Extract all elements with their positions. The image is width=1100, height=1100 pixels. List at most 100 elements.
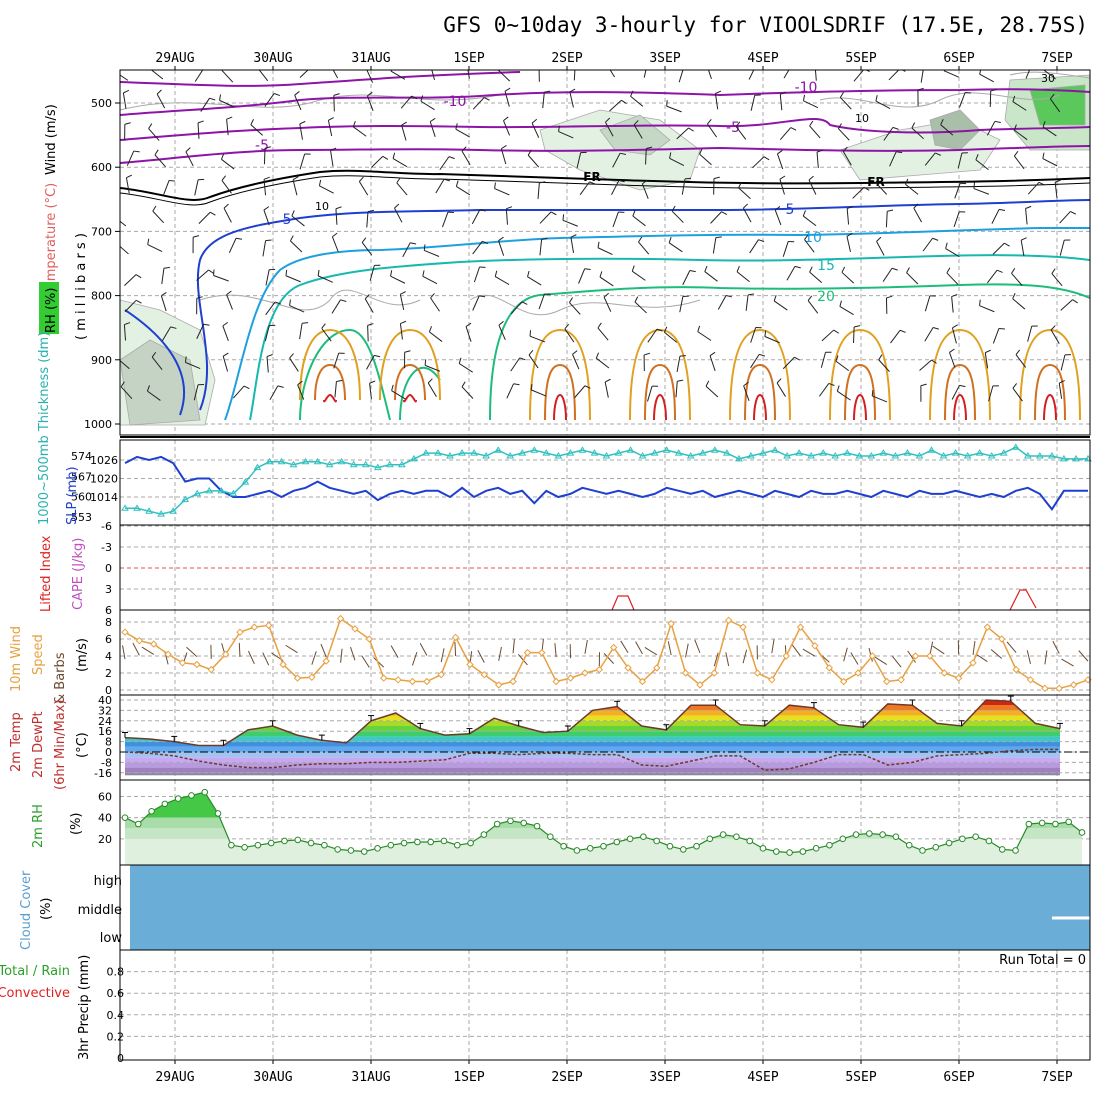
wind-barb-flag bbox=[1004, 242, 1010, 247]
panel-frame bbox=[119, 609, 1091, 696]
wind-barb-flag bbox=[455, 123, 458, 130]
wind-speed-point bbox=[782, 652, 790, 660]
wind-barb-flag bbox=[835, 355, 839, 362]
wind-barb bbox=[422, 275, 438, 285]
temp-contour-minus10 bbox=[120, 88, 1090, 116]
temp-tick-label: 32 bbox=[98, 704, 112, 717]
wind-barb-flag bbox=[1049, 93, 1055, 100]
temp-contour-5 bbox=[196, 199, 1090, 411]
wind-barb-flag bbox=[529, 330, 532, 337]
wind-barb bbox=[620, 640, 629, 653]
rh-point bbox=[533, 822, 541, 830]
wind-barb bbox=[742, 207, 752, 223]
wind-barb-flag bbox=[277, 385, 284, 388]
wind-barb bbox=[959, 92, 966, 108]
wind-barb-flag bbox=[494, 270, 498, 277]
rh-point bbox=[267, 839, 275, 847]
temp-band bbox=[125, 736, 1060, 742]
wind-barb bbox=[461, 386, 474, 399]
wind-barb bbox=[364, 298, 374, 313]
wind-barb bbox=[1012, 101, 1027, 111]
wind-barb-flag bbox=[209, 97, 216, 101]
wind-barb bbox=[742, 649, 748, 664]
rh-point bbox=[241, 843, 248, 851]
wind-barb-flag bbox=[946, 267, 951, 274]
wind-barb bbox=[664, 331, 678, 343]
wind-barb bbox=[802, 215, 817, 227]
wind-speed-point bbox=[1055, 684, 1063, 693]
wind-barb-flag bbox=[836, 385, 840, 392]
wind-barb bbox=[465, 326, 472, 342]
rh-band bbox=[125, 828, 1082, 839]
temp-band bbox=[125, 767, 1060, 773]
wind-barb bbox=[972, 640, 976, 655]
bottom-date-label: 4SEP bbox=[747, 1070, 778, 1085]
thickness-point bbox=[747, 452, 755, 459]
wind-barb bbox=[704, 271, 718, 282]
wind-barb-flag bbox=[990, 89, 997, 92]
wind-barb-flag bbox=[935, 152, 941, 156]
thickness-point bbox=[915, 452, 924, 459]
temp-contour-15 bbox=[249, 254, 1090, 421]
wind-barb-flag bbox=[905, 178, 909, 185]
wind-barb-flag bbox=[411, 95, 418, 100]
wind-speed-point bbox=[1026, 676, 1035, 684]
wind-barb-flag bbox=[223, 203, 229, 209]
wind-barb bbox=[125, 177, 130, 194]
wind-barb bbox=[219, 99, 235, 108]
wind-speed-point bbox=[998, 635, 1006, 643]
thickness-point bbox=[710, 446, 719, 453]
wind-barb bbox=[612, 211, 619, 228]
rh-contour-label: 10 bbox=[315, 200, 329, 213]
wind-barb bbox=[222, 325, 229, 342]
rh-point bbox=[1065, 818, 1073, 826]
wind-barb bbox=[676, 356, 681, 372]
pressure-tick-label: 500 bbox=[91, 97, 112, 110]
wind-speed-point bbox=[408, 677, 417, 686]
wind-barb-flag bbox=[666, 100, 668, 107]
temp-band bbox=[125, 720, 1060, 726]
wind-barb bbox=[439, 156, 450, 171]
wind-barb bbox=[681, 178, 686, 195]
p3-li-label: Lifted Index bbox=[39, 535, 54, 612]
thickness-point bbox=[963, 452, 972, 459]
wind-barb bbox=[263, 179, 267, 196]
wind-barb-flag bbox=[572, 350, 578, 355]
wind-barb-flag bbox=[808, 175, 814, 181]
rh-contour bbox=[819, 92, 1061, 108]
wind-barb-flag bbox=[774, 206, 781, 211]
wind-barb bbox=[890, 329, 901, 344]
rh-point bbox=[174, 795, 182, 802]
p4-speed-label: Speed bbox=[31, 634, 46, 675]
thickness-tick-label: 574 bbox=[71, 450, 92, 463]
wind-barb bbox=[643, 70, 647, 78]
wind-barb bbox=[713, 652, 719, 667]
wind-barb bbox=[679, 296, 684, 313]
wind-barb bbox=[771, 639, 775, 654]
rh-contour bbox=[199, 289, 421, 311]
wind-barb bbox=[973, 188, 990, 195]
p4-barbs-label: & Barbs bbox=[53, 652, 68, 704]
wind-barb-flag bbox=[494, 182, 496, 189]
wind-barb-flag bbox=[846, 205, 853, 210]
wind-barb-flag bbox=[391, 384, 394, 391]
thickness-point bbox=[157, 510, 165, 517]
pressure-tick-label: 900 bbox=[91, 354, 112, 367]
thickness-point bbox=[337, 457, 346, 465]
wind-barb bbox=[975, 159, 989, 171]
wind-barb-flag bbox=[539, 64, 545, 66]
wind-barb bbox=[226, 119, 229, 136]
wind-barb bbox=[940, 124, 954, 136]
rh-point bbox=[706, 835, 714, 843]
wind-barb bbox=[875, 100, 891, 110]
thickness-point bbox=[265, 457, 274, 465]
thickness-point bbox=[241, 478, 250, 485]
temp-contour-20 bbox=[399, 366, 441, 421]
wind-barb-flag bbox=[429, 117, 436, 123]
rh-point bbox=[188, 792, 195, 799]
wind-speed-point bbox=[897, 676, 905, 684]
rh-point bbox=[400, 839, 408, 847]
wind-barb-flag bbox=[1013, 124, 1017, 131]
wind-barb bbox=[808, 179, 817, 195]
thickness-point bbox=[410, 454, 418, 462]
